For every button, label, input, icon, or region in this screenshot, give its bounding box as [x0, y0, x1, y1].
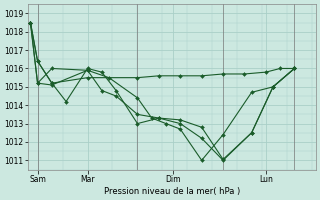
X-axis label: Pression niveau de la mer( hPa ): Pression niveau de la mer( hPa ) [104, 187, 240, 196]
